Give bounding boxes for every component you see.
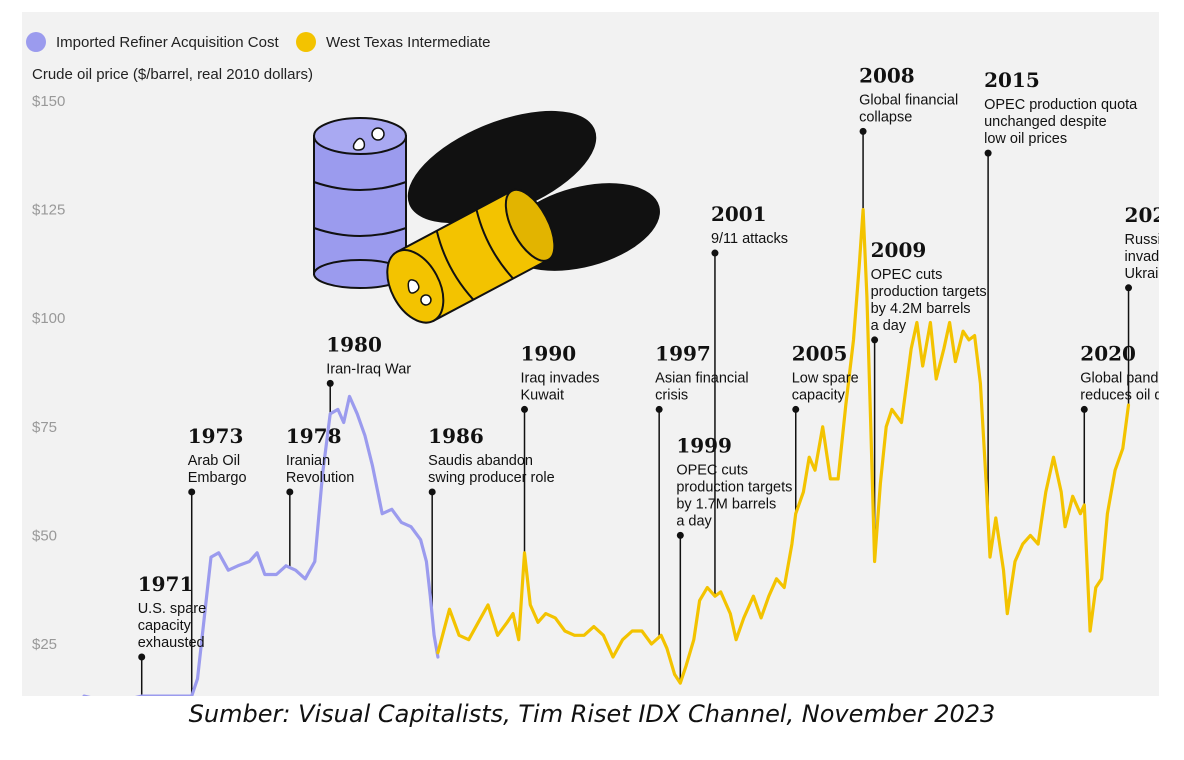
annotation-dot xyxy=(1125,284,1133,292)
annotation-dot xyxy=(326,379,334,387)
legend-swatch-irac xyxy=(26,32,46,52)
annotation-text: Saudis abandon xyxy=(428,453,533,469)
annotation-text: a day xyxy=(676,513,712,529)
annotation-text: Asian financial xyxy=(655,370,749,386)
annotation-text: Ukraine xyxy=(1125,266,1159,282)
legend-label-wti: West Texas Intermediate xyxy=(326,33,491,51)
annotation-text: exhausted xyxy=(138,635,205,651)
y-tick-label: $125 xyxy=(32,202,65,219)
annotation-text: Embargo xyxy=(188,470,247,486)
annotation-year: 1978 xyxy=(286,424,342,448)
annotation-text: production targets xyxy=(676,479,792,495)
annotation-dot xyxy=(188,488,196,496)
annotation-text: production targets xyxy=(871,284,987,300)
annotation-dot xyxy=(711,249,719,257)
annotation-text: crisis xyxy=(655,387,688,403)
annotation-dot xyxy=(428,488,436,496)
annotation-text: Russia xyxy=(1125,232,1159,248)
legend-item-irac: Imported Refiner Acquisition Cost xyxy=(26,32,279,52)
annotation-dot xyxy=(1080,405,1088,413)
annotation-text: by 1.7M barrels xyxy=(676,496,776,512)
annotation-text: Global financial xyxy=(859,92,958,108)
annotation-year: 1990 xyxy=(521,341,577,365)
annotation-text: Global pandemic xyxy=(1080,370,1159,386)
annotation-dot xyxy=(792,405,800,413)
oil-barrels-illustration xyxy=(313,110,660,324)
legend-item-wti: West Texas Intermediate xyxy=(296,32,491,52)
annotation-text: Kuwait xyxy=(521,387,565,403)
annotation-year: 2015 xyxy=(984,68,1040,92)
y-tick-label: $25 xyxy=(32,636,57,653)
annotation-text: Iran-Iraq War xyxy=(326,361,411,377)
annotation-year: 2008 xyxy=(859,63,915,87)
annotation-text: capacity xyxy=(792,387,846,403)
series-line-wti xyxy=(436,208,1131,685)
chart-panel: Crude oil price ($/barrel, real 2010 dol… xyxy=(22,12,1159,696)
y-axis-label: Crude oil price ($/barrel, real 2010 dol… xyxy=(32,66,313,83)
annotation-text: OPEC production quota xyxy=(984,97,1138,113)
oil-price-chart: Crude oil price ($/barrel, real 2010 dol… xyxy=(32,63,1159,696)
annotation-text: unchanged despite xyxy=(984,114,1107,130)
annotation-year: 1980 xyxy=(326,332,382,356)
annotation-year: 2005 xyxy=(792,341,848,365)
annotation-text: invades xyxy=(1125,249,1159,265)
annotation-dot xyxy=(871,336,879,344)
annotation-dot xyxy=(984,149,992,157)
annotation-dot xyxy=(138,653,146,661)
annotation-year: 1986 xyxy=(428,424,484,448)
annotation-text: Revolution xyxy=(286,470,355,486)
annotation-dot xyxy=(286,488,294,496)
y-tick-label: $100 xyxy=(32,310,65,327)
annotation-text: a day xyxy=(871,318,907,334)
annotation-text: OPEC cuts xyxy=(676,462,748,478)
y-tick-label: $150 xyxy=(32,93,65,110)
y-tick-label: $50 xyxy=(32,527,57,544)
annotation-leaders xyxy=(140,131,1130,696)
annotation-year: 1997 xyxy=(655,341,711,365)
annotation-text: reduces oil demand xyxy=(1080,387,1159,403)
data-series xyxy=(82,208,1131,696)
annotation-year: 1999 xyxy=(676,433,732,457)
annotation-text: capacity xyxy=(138,618,192,634)
annotation-text: by 4.2M barrels xyxy=(871,301,971,317)
legend-label-irac: Imported Refiner Acquisition Cost xyxy=(56,33,279,51)
annotation-dot xyxy=(521,405,529,413)
annotation-year: 1971 xyxy=(138,572,194,596)
annotation-year: 1973 xyxy=(188,424,244,448)
annotation-text: swing producer role xyxy=(428,470,555,486)
annotation-text: Low spare xyxy=(792,370,859,386)
annotation-text: collapse xyxy=(859,109,912,125)
annotation-text: OPEC cuts xyxy=(871,267,943,283)
annotation-year: 2009 xyxy=(871,238,927,262)
annotation-text: Arab Oil xyxy=(188,453,240,469)
annotation-text: Iraq invades xyxy=(521,370,600,386)
annotation-dot xyxy=(655,405,663,413)
annotation-text: U.S. spare xyxy=(138,601,207,617)
annotation-year: 2022 xyxy=(1125,203,1159,227)
annotation-text: low oil prices xyxy=(984,131,1067,147)
annotation-text: Iranian xyxy=(286,453,330,469)
source-caption: Sumber: Visual Capitalists, Tim Riset ID… xyxy=(188,700,996,728)
y-axis-ticks: $150 $125 $100 $75 $50 $25 xyxy=(32,93,65,653)
y-tick-label: $75 xyxy=(32,419,57,436)
legend-swatch-wti xyxy=(296,32,316,52)
annotation-year: 2001 xyxy=(711,202,767,226)
series-line-irac xyxy=(82,394,440,696)
annotation-year: 2020 xyxy=(1080,341,1136,365)
annotation-dot xyxy=(676,531,684,539)
annotation-text: 9/11 attacks xyxy=(711,231,788,247)
annotation-dot xyxy=(859,127,867,135)
